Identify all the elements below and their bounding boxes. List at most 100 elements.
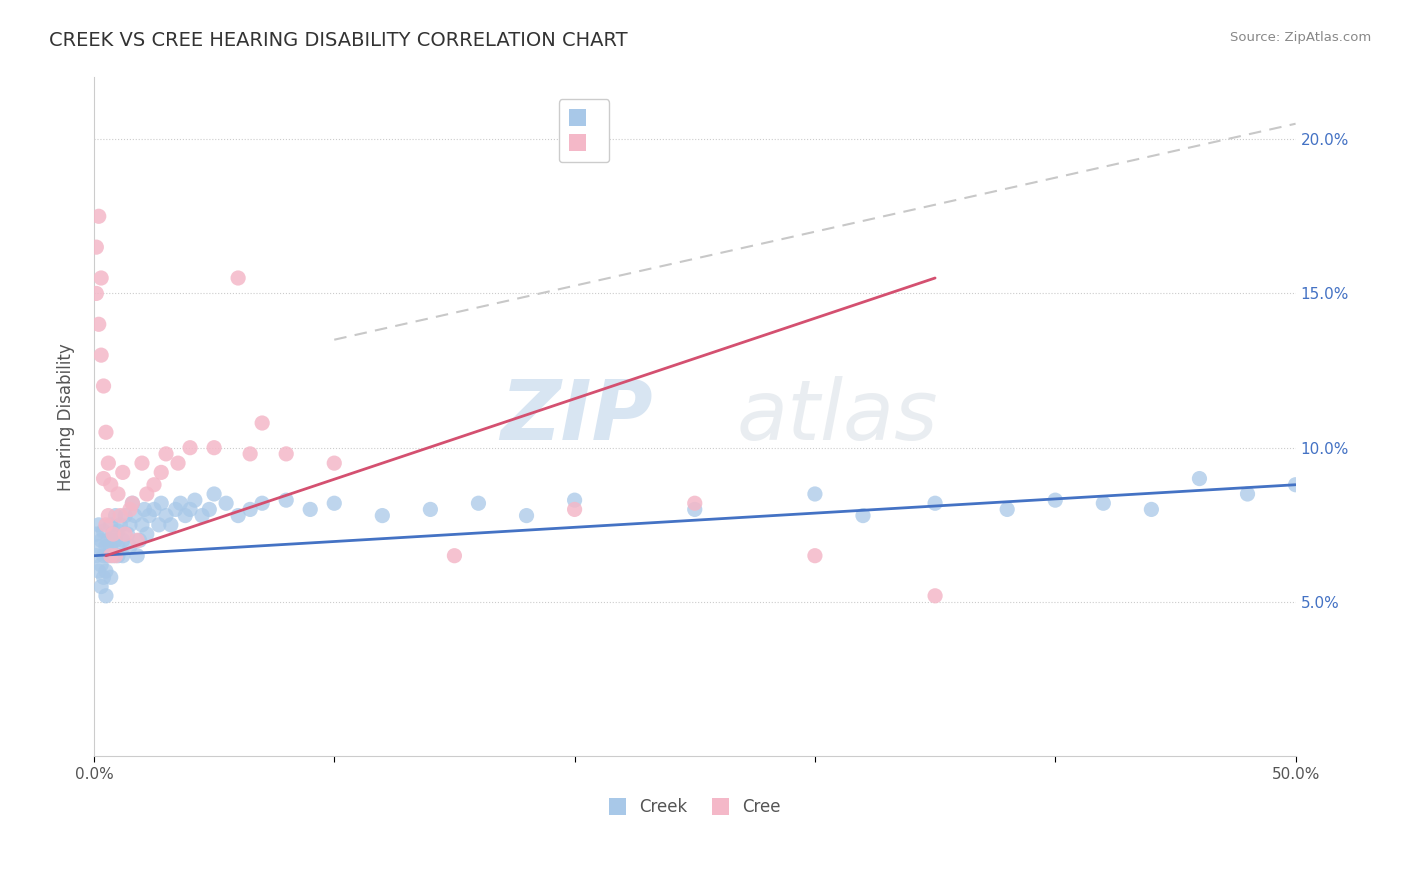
Point [90, 558, 112, 572]
Legend: Creek, Cree: Creek, Cree [602, 791, 787, 822]
Point [467, 496, 489, 510]
Point [1045, 493, 1067, 508]
Point [202, 441, 225, 455]
Point [135, 487, 157, 501]
Point [86, 286, 108, 301]
Point [134, 502, 156, 516]
Point [852, 508, 875, 523]
Point [100, 517, 122, 532]
Point [179, 502, 201, 516]
Point [299, 502, 322, 516]
Point [239, 502, 262, 516]
Point [202, 487, 225, 501]
Point [93, 570, 115, 584]
Point [150, 496, 173, 510]
Point [1284, 477, 1306, 491]
Point [107, 540, 129, 554]
Point [419, 502, 441, 516]
Point [110, 508, 132, 523]
Point [683, 502, 706, 516]
Point [110, 517, 132, 532]
Point [117, 527, 139, 541]
Point [86, 527, 108, 541]
Point [160, 517, 183, 532]
Point [1188, 472, 1211, 486]
Point [924, 589, 946, 603]
Point [100, 549, 122, 563]
Point [87, 564, 110, 578]
Point [135, 527, 157, 541]
Point [114, 527, 136, 541]
Point [127, 533, 149, 548]
Point [100, 540, 122, 554]
Point [323, 456, 346, 470]
Point [97, 549, 120, 563]
Point [94, 425, 117, 440]
Point [111, 549, 134, 563]
Point [104, 533, 127, 548]
Point [683, 496, 706, 510]
Point [165, 502, 187, 516]
Point [121, 496, 143, 510]
Point [155, 508, 177, 523]
Point [226, 508, 249, 523]
Point [184, 493, 207, 508]
Point [87, 517, 110, 532]
Point [143, 477, 166, 491]
Point [174, 508, 197, 523]
Point [323, 496, 346, 510]
Point [90, 580, 112, 594]
Point [90, 271, 112, 285]
Point [87, 540, 110, 554]
Point [94, 589, 117, 603]
Point [97, 508, 120, 523]
Point [94, 540, 117, 554]
Point [1092, 496, 1115, 510]
Text: Source: ZipAtlas.com: Source: ZipAtlas.com [1230, 31, 1371, 45]
Point [93, 379, 115, 393]
Point [114, 508, 136, 523]
Y-axis label: Hearing Disability: Hearing Disability [58, 343, 75, 491]
Point [131, 517, 153, 532]
Point [118, 517, 141, 532]
Point [995, 502, 1018, 516]
Point [564, 502, 586, 516]
Point [198, 502, 221, 516]
Point [90, 348, 112, 362]
Point [143, 502, 166, 516]
Point [101, 527, 124, 541]
Point [118, 540, 141, 554]
Point [128, 533, 150, 548]
Point [276, 447, 298, 461]
Point [371, 508, 394, 523]
Point [131, 456, 153, 470]
Point [93, 524, 115, 538]
Point [93, 549, 115, 563]
Point [93, 472, 115, 486]
Point [87, 318, 110, 332]
Point [124, 508, 146, 523]
Point [250, 416, 273, 430]
Point [97, 456, 120, 470]
Point [924, 496, 946, 510]
Point [443, 549, 465, 563]
Point [226, 271, 249, 285]
Point [90, 533, 112, 548]
Point [215, 496, 238, 510]
Point [94, 564, 117, 578]
Point [804, 549, 827, 563]
Point [250, 496, 273, 510]
Point [104, 508, 127, 523]
Point [97, 533, 120, 548]
Point [191, 508, 214, 523]
Point [86, 549, 108, 563]
Point [87, 209, 110, 223]
Point [148, 517, 170, 532]
Point [239, 447, 262, 461]
Point [169, 496, 191, 510]
Point [167, 456, 190, 470]
Point [804, 487, 827, 501]
Point [94, 517, 117, 532]
Point [86, 240, 108, 254]
Point [276, 493, 298, 508]
